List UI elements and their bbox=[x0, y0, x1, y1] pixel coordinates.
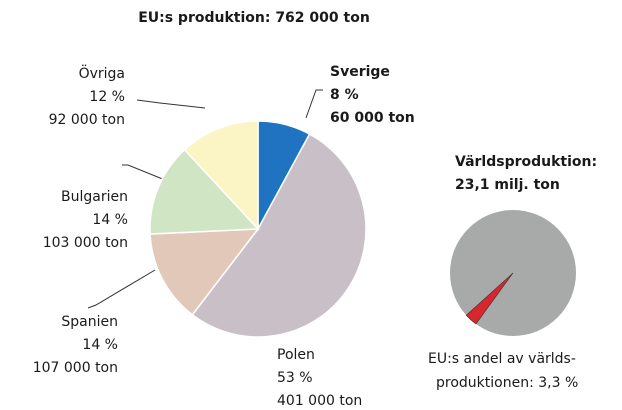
leader-line bbox=[136, 99, 206, 109]
pie-slice bbox=[149, 228, 260, 316]
slice-value-label: 53 % bbox=[277, 370, 313, 386]
slice-label: Spanien bbox=[61, 314, 118, 330]
slice-label: Sverige bbox=[330, 64, 390, 80]
pie-slice bbox=[465, 272, 514, 325]
world-annotation: EU:s andel av världs- bbox=[428, 351, 576, 367]
world-annotation: produktionen: 3,3 % bbox=[436, 375, 578, 391]
slice-amount-label: 92 000 ton bbox=[49, 112, 125, 128]
slice-value-label: 8 % bbox=[330, 87, 359, 103]
leader-line bbox=[122, 164, 166, 181]
pie-slice bbox=[183, 120, 259, 231]
slice-value-label: 14 % bbox=[92, 212, 128, 228]
slice-amount-label: 103 000 ton bbox=[43, 235, 128, 251]
slice-amount-label: 107 000 ton bbox=[33, 360, 118, 376]
slice-label: Bulgarien bbox=[61, 189, 128, 205]
slice-value-label: 14 % bbox=[82, 337, 118, 353]
pie-slice bbox=[191, 133, 367, 338]
slice-value-label: 12 % bbox=[89, 89, 125, 105]
leader-lines bbox=[87, 89, 323, 309]
leader-line bbox=[305, 89, 323, 119]
chart-title: EU:s produktion: 762 000 ton bbox=[138, 10, 370, 26]
slice-label: Polen bbox=[277, 347, 315, 363]
world-title: Världsproduktion: bbox=[455, 154, 597, 170]
slice-amount-label: 60 000 ton bbox=[330, 110, 415, 126]
leader-line bbox=[87, 269, 156, 309]
slice-amount-label: 401 000 ton bbox=[277, 393, 362, 409]
world-title: 23,1 milj. ton bbox=[455, 177, 560, 193]
pie-slice bbox=[149, 148, 260, 235]
slice-label: Övriga bbox=[79, 64, 125, 82]
